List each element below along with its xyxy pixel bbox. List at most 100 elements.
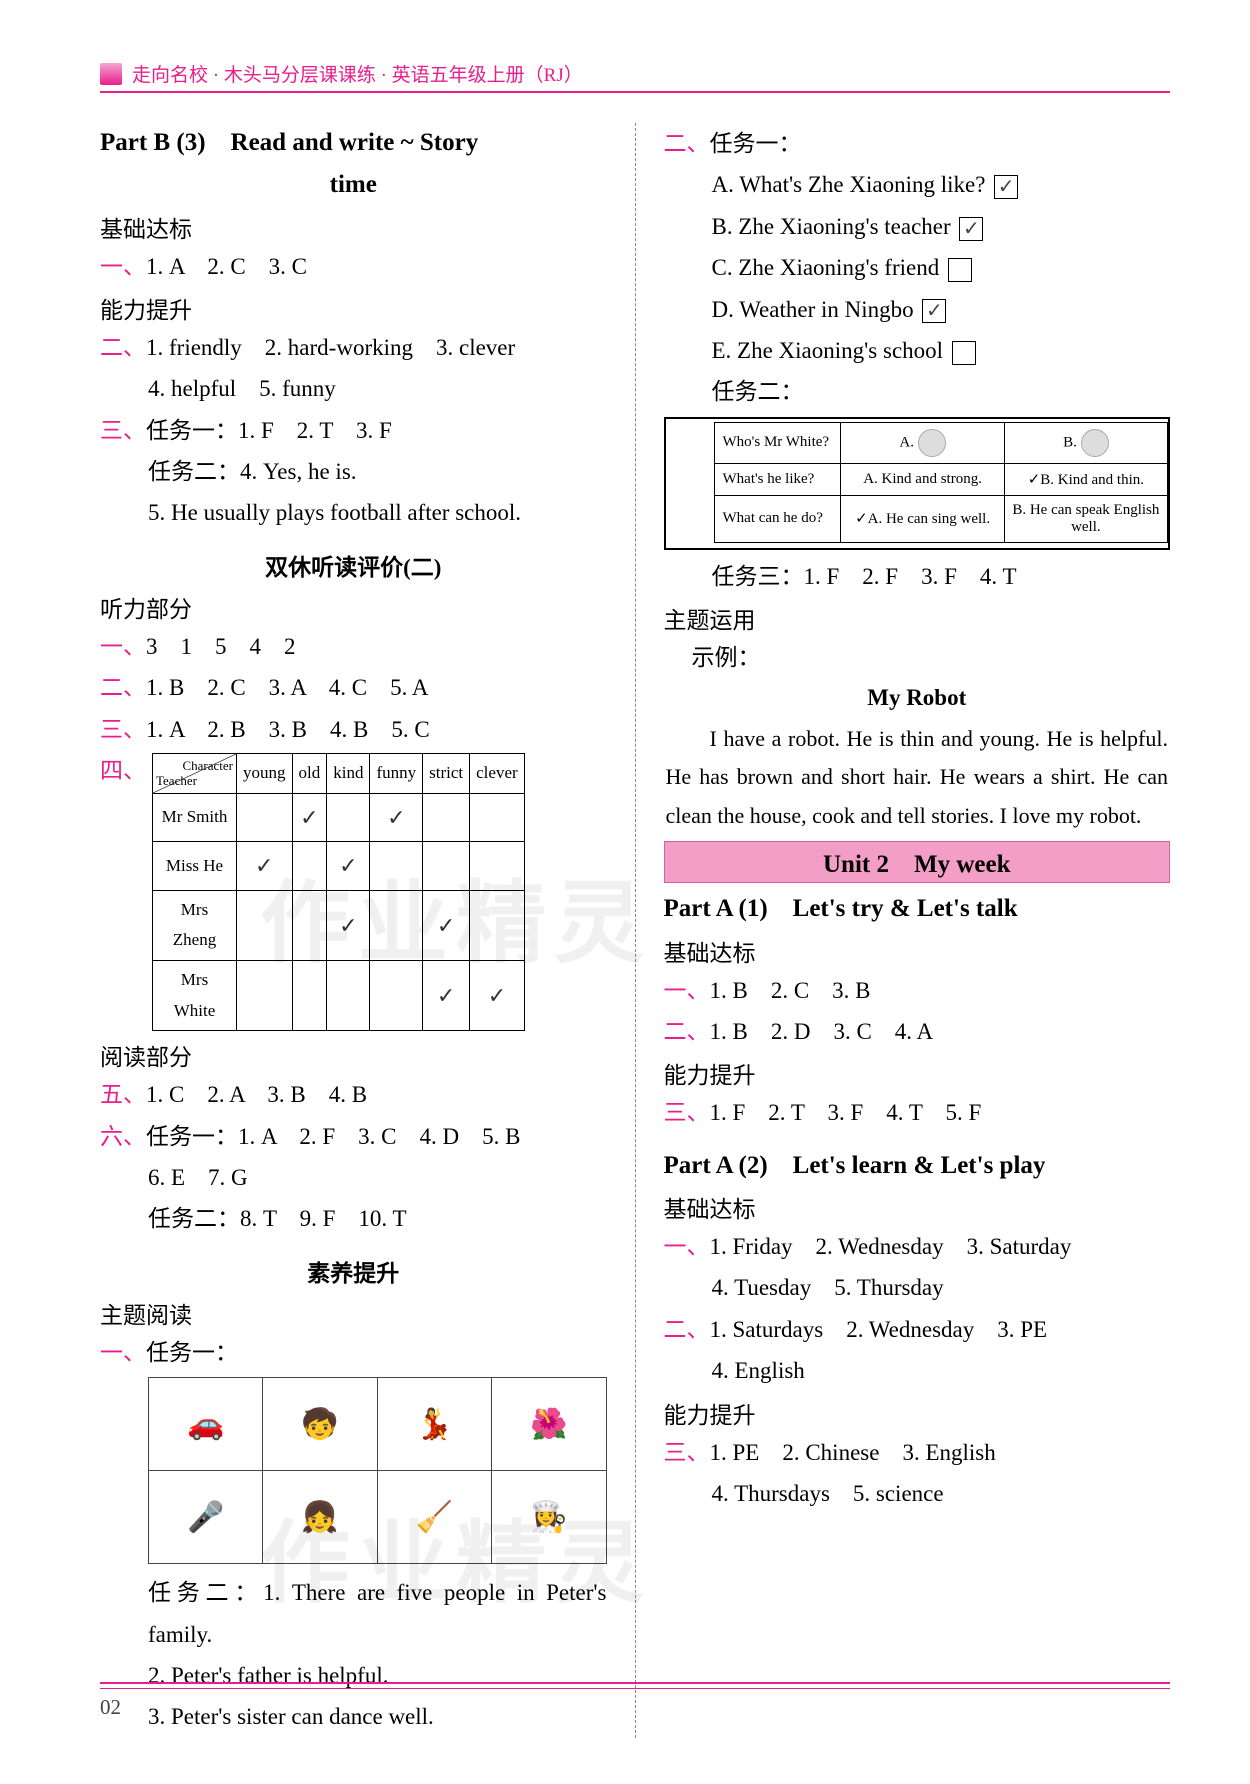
w-q1: 3 1 5 4 2 [146, 634, 296, 659]
check-d: ✓ [922, 299, 946, 323]
pb-q2a: 1. friendly 2. hard-working 3. clever [146, 335, 515, 360]
t2-r3a: ✓A. He can sing well. [841, 495, 1004, 542]
w-q6b: 6. E 7. G [100, 1157, 607, 1198]
sy-t2a: 任务二：1. There are five people in Peter's … [100, 1572, 607, 1655]
header-icon [100, 63, 122, 85]
page-number: 02 [100, 1695, 1170, 1720]
listen-label: 听力部分 [100, 590, 607, 624]
w-enum-6: 六、 [100, 1124, 146, 1149]
sy-enum-1: 一、 [100, 1340, 146, 1365]
mr-white-table: Who's Mr White? A. B. What's he like? A.… [714, 422, 1169, 543]
pa1-q3: 1. F 2. T 3. F 4. T 5. F [710, 1100, 982, 1125]
grid-image-icon: 👧 [263, 1471, 377, 1563]
header-text: 走向名校 · 木头马分层课课练 · 英语五年级上册（RJ） [132, 65, 583, 86]
check-a: ✓ [994, 175, 1018, 199]
pa2-e2: 二、 [664, 1317, 710, 1342]
w-enum-2: 二、 [100, 675, 146, 700]
t2-r1b: B. [1063, 434, 1077, 450]
t2-r2q: What's he like? [714, 463, 841, 495]
t2-r2b: ✓B. Kind and thin. [1004, 463, 1167, 495]
pb-q2b: 4. helpful 5. funny [100, 368, 607, 409]
robot-title: My Robot [664, 681, 1171, 714]
w-q6c: 任务二：8. T 9. F 10. T [100, 1198, 607, 1239]
pb-q3c: 5. He usually plays football after schoo… [100, 492, 607, 533]
r-enum-2: 二、 [664, 131, 710, 156]
diag-a: Character [182, 754, 233, 777]
page-footer: 02 [100, 1682, 1170, 1720]
enum-2: 二、 [100, 335, 146, 360]
image-grid-row-1: 🚗 🧒 💃 🌺 [148, 1377, 607, 1471]
diag-b: Teacher [156, 769, 197, 792]
pa1-ability: 能力提升 [664, 1056, 1171, 1090]
pa1-e3: 三、 [664, 1100, 710, 1125]
w-q2: 1. B 2. C 3. A 4. C 5. A [146, 675, 428, 700]
left-column: Part B (3) Read and write ~ Story time 基… [100, 123, 607, 1738]
pa2-q2a: 1. Saturdays 2. Wednesday 3. PE [710, 1317, 1048, 1342]
grid-image-icon: 💃 [378, 1378, 492, 1470]
suyang-title: 素养提升 [100, 1254, 607, 1288]
right-column: 二、任务一： A. What's Zhe Xiaoning like? ✓ B.… [664, 123, 1171, 1738]
grid-image-icon: 🌺 [492, 1378, 605, 1470]
pb-q3a: 任务一：1. F 2. T 3. F [146, 418, 392, 443]
topic-label: 主题阅读 [100, 1296, 607, 1330]
check-b: ✓ [959, 217, 983, 241]
pb-q3b: 任务二：4. Yes, he is. [100, 451, 607, 492]
parta2-title: Part A (2) Let's learn & Let's play [664, 1148, 1171, 1184]
col-4: strict [423, 754, 470, 794]
grid-image-icon: 🎤 [149, 1471, 263, 1563]
pa2-q2b: 4. English [664, 1350, 1171, 1391]
sy-task1: 任务一： [146, 1340, 238, 1365]
robot-body: I have a robot. He is thin and young. He… [666, 720, 1169, 836]
pa1-e2: 二、 [664, 1019, 710, 1044]
r2-name: Mrs Zheng [153, 890, 237, 960]
enum-3: 三、 [100, 418, 146, 443]
pa2-q1b: 4. Tuesday 5. Thursday [664, 1267, 1171, 1308]
grid-image-icon: 🚗 [149, 1378, 263, 1470]
pa2-basic: 基础达标 [664, 1190, 1171, 1224]
w-q5: 1. C 2. A 3. B 4. B [146, 1082, 367, 1107]
w-enum-4: 四、 [100, 750, 146, 791]
w-enum-3: 三、 [100, 717, 146, 742]
t2-r2a: A. Kind and strong. [841, 463, 1004, 495]
w-enum-5: 五、 [100, 1082, 146, 1107]
r1-name: Miss He [153, 842, 237, 891]
w-q3: 1. A 2. B 3. B 4. B 5. C [146, 717, 430, 742]
col-0: young [237, 754, 293, 794]
check-c [948, 258, 972, 282]
opt-e: E. Zhe Xiaoning's school [712, 338, 944, 363]
pa2-e3: 三、 [664, 1440, 710, 1465]
partb-title-1: Part B (3) Read and write ~ Story [100, 125, 607, 161]
basic-label: 基础达标 [100, 210, 607, 244]
example-label: 示例： [664, 637, 1171, 678]
pa1-basic: 基础达标 [664, 934, 1171, 968]
r-task2-label: 任务二： [664, 371, 1171, 412]
avatar-b-icon [1081, 429, 1109, 457]
pa1-q1: 1. B 2. C 3. B [710, 978, 871, 1003]
theme-label: 主题运用 [664, 601, 1171, 635]
page-header: 走向名校 · 木头马分层课课练 · 英语五年级上册（RJ） [100, 60, 1170, 93]
col-5: clever [470, 754, 525, 794]
w-enum-1: 一、 [100, 634, 146, 659]
grid-image-icon: 🧹 [378, 1471, 492, 1563]
column-divider [635, 123, 636, 1738]
opt-a: A. What's Zhe Xiaoning like? [712, 172, 986, 197]
pa2-e1: 一、 [664, 1234, 710, 1259]
grid-image-icon: 🧒 [263, 1378, 377, 1470]
enum-1: 一、 [100, 254, 146, 279]
unit2-banner: Unit 2 My week [664, 841, 1171, 883]
w-q6a: 任务一：1. A 2. F 3. C 4. D 5. B [146, 1124, 520, 1149]
character-table: CharacterTeacher young old kind funny st… [152, 753, 525, 1031]
t2-r1q: Who's Mr White? [714, 422, 841, 463]
r-task1-label: 任务一： [710, 131, 802, 156]
pa2-q3a: 1. PE 2. Chinese 3. English [710, 1440, 996, 1465]
pa1-e1: 一、 [664, 978, 710, 1003]
r-task3: 任务三：1. F 2. F 3. F 4. T [664, 556, 1171, 597]
pa2-q3b: 4. Thursdays 5. science [664, 1473, 1171, 1514]
pb-q1: 1. A 2. C 3. C [146, 254, 307, 279]
weekend-title: 双休听读评价(二) [100, 548, 607, 582]
grid-image-icon: 👩‍🍳 [492, 1471, 605, 1563]
t2-r1a: A. [899, 434, 914, 450]
r3-name: Mrs White [153, 960, 237, 1030]
t2-r3q: What can he do? [714, 495, 841, 542]
pa2-ability: 能力提升 [664, 1396, 1171, 1430]
